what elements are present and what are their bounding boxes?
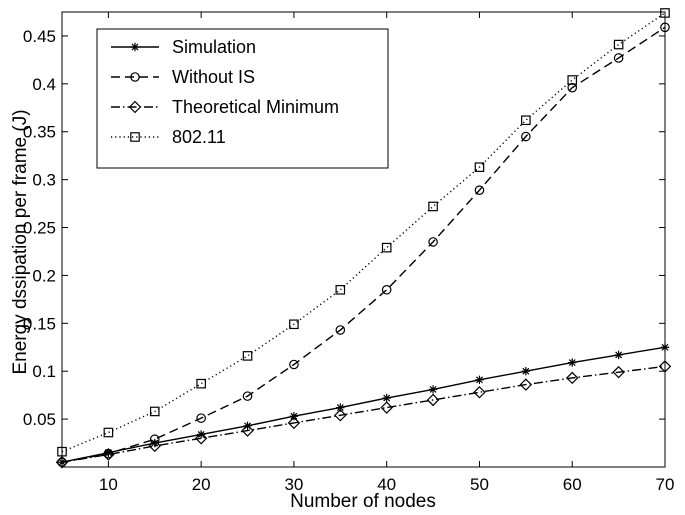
- legend-item: 802.11: [111, 127, 226, 147]
- y-tick-label: 0.25: [23, 219, 56, 238]
- data-point-square: [289, 319, 299, 330]
- data-point-square: [57, 446, 67, 457]
- data-point-diamond: [426, 393, 440, 407]
- series-line: [61, 26, 666, 463]
- legend-marker-diamond: [128, 100, 142, 114]
- data-point-square: [474, 162, 485, 172]
- data-point-square: [613, 39, 624, 50]
- data-point-asterisk: [568, 358, 577, 367]
- data-point-circle: [613, 53, 624, 63]
- legend-marker-asterisk: [130, 42, 140, 52]
- x-tick-label: 40: [377, 475, 396, 494]
- data-point-diamond: [102, 448, 115, 461]
- data-point-asterisk: [289, 412, 299, 421]
- y-tick-label: 0.1: [32, 362, 56, 381]
- series-line: [61, 12, 666, 453]
- data-point-asterisk: [614, 350, 623, 360]
- data-point-diamond: [241, 424, 254, 437]
- data-point-circle: [567, 82, 578, 93]
- plot-area-frame: [61, 11, 666, 468]
- data-point-diamond: [194, 432, 208, 445]
- data-point-circle: [521, 131, 531, 142]
- data-point-circle: [196, 413, 206, 423]
- data-point-asterisk: [660, 343, 670, 352]
- data-point-square: [428, 201, 438, 212]
- data-point-diamond: [334, 409, 347, 422]
- data-point-diamond: [287, 416, 301, 430]
- series-802-11: [57, 8, 670, 457]
- data-point-circle: [149, 434, 160, 445]
- x-tick-label: 70: [656, 475, 675, 494]
- data-point-square: [149, 406, 160, 417]
- data-point-asterisk: [57, 458, 67, 467]
- data-point-square: [381, 242, 392, 253]
- y-tick-label: 0.15: [23, 314, 56, 333]
- x-tick-label: 20: [192, 475, 211, 494]
- data-point-asterisk: [382, 393, 391, 403]
- data-point-circle: [428, 237, 438, 247]
- data-point-asterisk: [196, 430, 206, 439]
- data-point-asterisk: [428, 385, 438, 394]
- x-axis-title: Number of nodes: [290, 491, 436, 512]
- data-point-square: [242, 351, 253, 361]
- y-tick-label: 0.2: [32, 266, 56, 285]
- legend-label: Without IS: [172, 67, 255, 87]
- data-point-asterisk: [336, 403, 345, 412]
- x-tick-label: 30: [284, 475, 303, 494]
- y-tick-label: 0.35: [23, 123, 56, 142]
- data-point-diamond: [612, 365, 625, 379]
- data-point-circle: [381, 284, 392, 295]
- data-point-asterisk: [475, 375, 484, 385]
- series-line: [61, 365, 666, 463]
- data-point-circle: [289, 359, 299, 370]
- legend-label: Simulation: [172, 37, 256, 57]
- data-point-square: [196, 378, 206, 389]
- legend: Simulation Without IS Theoretical Minimum 8…: [96, 28, 389, 169]
- legend-label: 802.11: [172, 127, 226, 147]
- x-tick-label: 50: [470, 475, 489, 494]
- data-point-asterisk: [104, 448, 113, 457]
- y-tick-label: 0.3: [32, 171, 56, 190]
- data-point-diamond: [565, 371, 579, 385]
- data-point-circle: [474, 185, 485, 195]
- legend-label: Theoretical Minimum: [172, 97, 339, 117]
- legend-marker-square: [130, 132, 140, 142]
- legend-marker-circle: [130, 72, 140, 82]
- data-point-diamond: [55, 455, 69, 469]
- y-tick-label: 0.45: [23, 27, 56, 46]
- data-point-diamond: [380, 401, 393, 414]
- data-point-diamond: [519, 378, 533, 391]
- legend-item: Simulation: [111, 37, 256, 57]
- data-point-square: [335, 284, 346, 295]
- series-simulation: [57, 343, 670, 467]
- data-point-asterisk: [521, 367, 531, 376]
- series-theoretical-minimum: [55, 360, 672, 469]
- y-axis-title: Energy dssipation per frame (J): [10, 109, 31, 374]
- data-point-square: [103, 427, 114, 438]
- data-point-diamond: [473, 386, 486, 399]
- data-point-square: [521, 115, 531, 126]
- data-point-diamond: [658, 360, 672, 373]
- x-tick-label: 10: [99, 475, 118, 494]
- data-point-circle: [242, 391, 253, 401]
- data-point-square: [567, 75, 578, 85]
- legend-box: [96, 28, 389, 169]
- data-point-diamond: [148, 439, 162, 453]
- legend-item: Without IS: [111, 67, 255, 87]
- data-point-circle: [660, 22, 670, 33]
- y-tick-label: 0.4: [32, 75, 56, 94]
- x-tick-label: 60: [563, 475, 582, 494]
- legend-item: Theoretical Minimum: [111, 97, 339, 117]
- y-tick-label: 0.05: [23, 410, 56, 429]
- data-point-circle: [335, 325, 346, 335]
- series-line: [61, 346, 666, 463]
